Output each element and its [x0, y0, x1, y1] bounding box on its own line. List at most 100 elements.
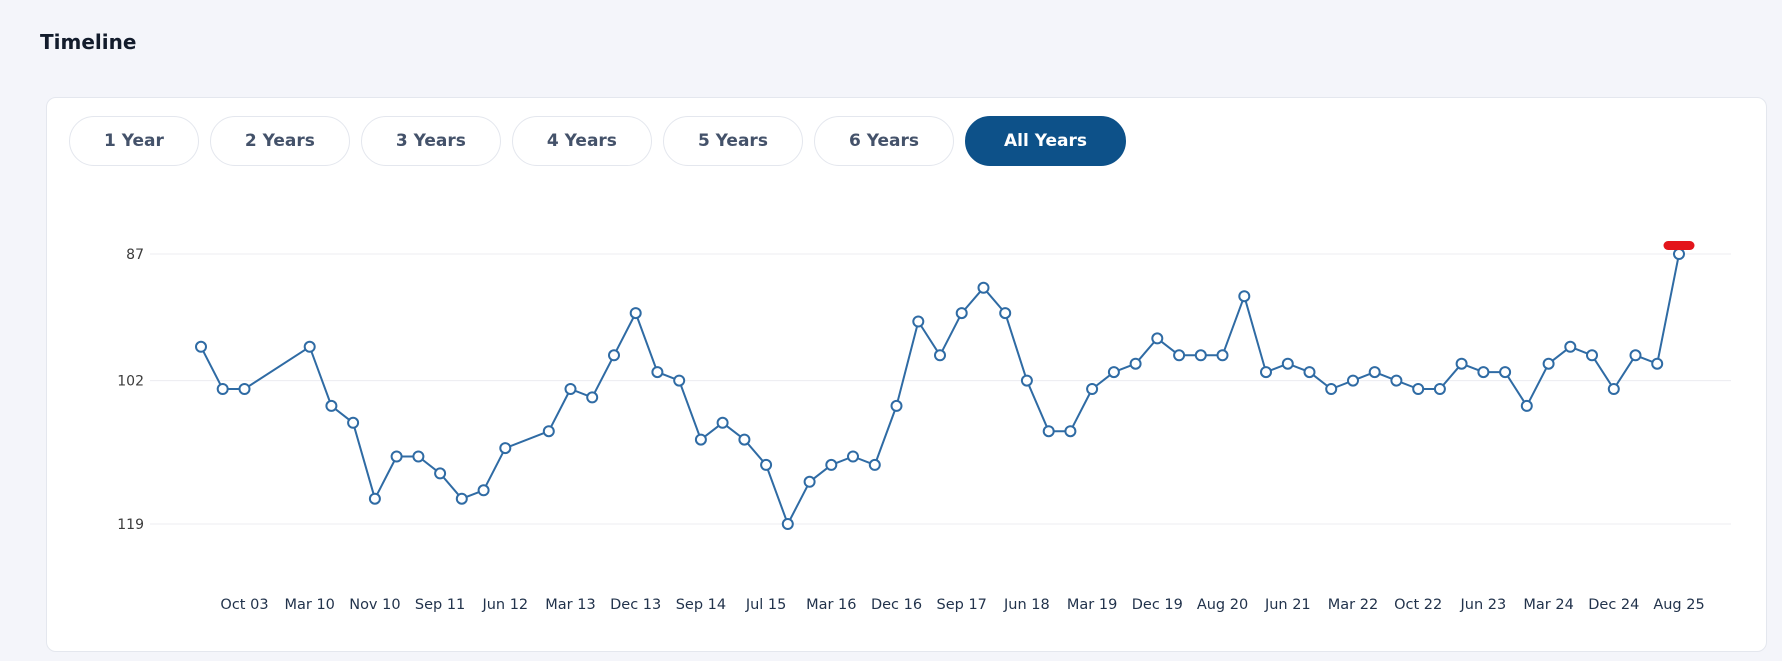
data-point-marker[interactable]: [325, 399, 338, 412]
data-point-marker[interactable]: [1586, 349, 1598, 362]
x-axis-tick-label: Mar 10: [284, 597, 334, 613]
data-point-marker[interactable]: [1368, 366, 1381, 379]
data-point-marker[interactable]: [1107, 366, 1120, 379]
data-point-marker[interactable]: [1042, 425, 1055, 438]
x-axis-tick-label: Mar 16: [806, 597, 856, 613]
data-point-marker[interactable]: [716, 416, 729, 429]
data-point-marker[interactable]: [977, 281, 990, 294]
data-point-marker[interactable]: [694, 433, 707, 446]
data-point-marker[interactable]: [1303, 366, 1316, 379]
filter-button-3-years[interactable]: 3 Years: [360, 116, 501, 166]
filter-button-6-years[interactable]: 6 Years: [813, 116, 954, 166]
y-axis-tick-label: 102: [117, 374, 144, 390]
data-point-marker[interactable]: [303, 340, 316, 353]
data-point-marker[interactable]: [1477, 366, 1490, 379]
data-point-marker[interactable]: [1673, 248, 1685, 260]
data-point-marker[interactable]: [760, 458, 773, 471]
data-point-marker[interactable]: [1607, 383, 1620, 395]
x-axis-tick-label: Jul 15: [745, 597, 787, 613]
y-axis-tick-label: 119: [117, 517, 144, 533]
data-point-marker[interactable]: [1260, 366, 1272, 379]
x-axis-tick-label: Sep 11: [415, 597, 465, 613]
data-point-marker[interactable]: [412, 450, 425, 463]
data-point-marker[interactable]: [1194, 349, 1207, 362]
data-point-marker[interactable]: [1325, 383, 1338, 395]
data-point-marker[interactable]: [629, 307, 642, 320]
data-point-marker[interactable]: [455, 492, 468, 505]
x-axis-tick-label: Oct 22: [1394, 597, 1442, 613]
data-point-marker[interactable]: [1499, 366, 1512, 379]
x-axis-tick-label: Mar 19: [1067, 597, 1117, 613]
data-point-marker[interactable]: [868, 458, 881, 471]
data-point-marker[interactable]: [586, 391, 599, 404]
data-point-marker[interactable]: [1020, 374, 1033, 387]
x-axis-tick-label: Dec 16: [871, 597, 922, 613]
data-point-marker[interactable]: [195, 340, 207, 353]
data-point-marker[interactable]: [912, 315, 925, 328]
x-axis-tick-label: Dec 24: [1588, 597, 1639, 613]
data-point-marker[interactable]: [673, 374, 686, 387]
data-point-marker[interactable]: [1433, 383, 1446, 395]
data-point-marker[interactable]: [1390, 374, 1403, 387]
data-point-marker[interactable]: [542, 425, 555, 438]
data-point-marker[interactable]: [1151, 332, 1164, 345]
data-point-marker[interactable]: [1542, 357, 1555, 370]
data-point-marker[interactable]: [390, 450, 403, 463]
x-axis-tick-label: Jun 21: [1264, 597, 1311, 613]
data-point-marker[interactable]: [368, 492, 381, 505]
x-axis-tick-label: Jun 23: [1460, 597, 1507, 613]
x-axis-tick-label: Jun 18: [1003, 597, 1050, 613]
x-axis-tick-label: Oct 03: [220, 597, 268, 613]
filter-button-2-years[interactable]: 2 Years: [209, 116, 350, 166]
data-point-marker[interactable]: [499, 442, 512, 455]
data-point-marker[interactable]: [1347, 374, 1359, 387]
filter-button-5-years[interactable]: 5 Years: [662, 116, 803, 166]
x-axis-tick-label: Dec 13: [610, 597, 661, 613]
x-axis-tick-label: Mar 22: [1328, 597, 1378, 613]
data-point-marker[interactable]: [1216, 349, 1229, 362]
filter-button-4-years[interactable]: 4 Years: [511, 116, 652, 166]
data-point-marker[interactable]: [238, 383, 251, 395]
data-point-marker[interactable]: [934, 349, 946, 362]
y-axis-tick-label: 87: [126, 247, 144, 263]
data-point-marker[interactable]: [825, 458, 838, 471]
data-point-marker[interactable]: [434, 467, 447, 480]
data-point-marker[interactable]: [1564, 340, 1577, 353]
time-range-filter-group: 1 Year 2 Years 3 Years 4 Years 5 Years 6 Year…: [69, 116, 1126, 166]
data-point-marker[interactable]: [999, 307, 1012, 320]
data-point-marker[interactable]: [1412, 383, 1425, 395]
filter-button-all-years[interactable]: All Years: [964, 116, 1126, 166]
data-point-marker[interactable]: [890, 399, 903, 412]
data-point-marker[interactable]: [216, 383, 229, 395]
data-point-marker[interactable]: [608, 349, 620, 362]
filter-button-1-year[interactable]: 1 Year: [69, 116, 199, 166]
data-point-marker[interactable]: [347, 416, 360, 429]
data-point-marker[interactable]: [847, 450, 859, 463]
data-point-marker[interactable]: [1651, 357, 1664, 370]
data-point-marker[interactable]: [1086, 383, 1099, 395]
data-point-marker[interactable]: [781, 518, 794, 530]
data-point-marker[interactable]: [1281, 357, 1294, 370]
timeline-card: 1 Year 2 Years 3 Years 4 Years 5 Years 6 Year…: [46, 97, 1767, 652]
x-axis-tick-label: Sep 14: [676, 597, 726, 613]
x-axis-tick-label: Aug 25: [1653, 597, 1704, 613]
data-point-marker[interactable]: [955, 307, 968, 320]
data-point-marker[interactable]: [1238, 290, 1251, 303]
current-value-marker: [1663, 241, 1695, 250]
data-point-marker[interactable]: [1629, 349, 1642, 362]
page-title: Timeline: [40, 30, 137, 54]
data-point-marker[interactable]: [564, 383, 577, 395]
x-axis-tick-label: Mar 13: [545, 597, 595, 613]
data-point-marker[interactable]: [1064, 425, 1077, 438]
x-axis-tick-label: Nov 10: [349, 597, 400, 613]
data-point-marker[interactable]: [803, 475, 816, 488]
data-point-marker[interactable]: [1129, 357, 1142, 370]
data-point-marker[interactable]: [1520, 399, 1533, 412]
data-point-marker[interactable]: [1173, 349, 1186, 362]
x-axis-tick-label: Dec 19: [1132, 597, 1183, 613]
data-point-marker[interactable]: [477, 484, 490, 497]
series-line: [200, 253, 1680, 525]
data-point-marker[interactable]: [651, 366, 664, 379]
data-point-marker[interactable]: [1455, 357, 1468, 370]
data-point-marker[interactable]: [738, 433, 751, 446]
